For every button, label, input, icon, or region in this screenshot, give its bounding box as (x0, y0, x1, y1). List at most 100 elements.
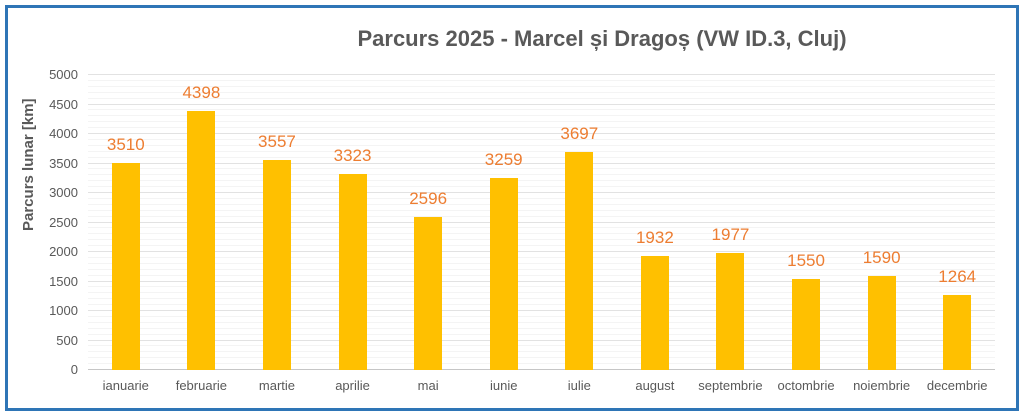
minor-gridline (88, 180, 995, 182)
minor-gridline (88, 138, 995, 140)
major-gridline (88, 339, 995, 341)
minor-gridline (88, 357, 995, 359)
minor-gridline (88, 274, 995, 276)
minor-gridline (88, 262, 995, 264)
minor-gridline (88, 115, 995, 117)
minor-gridline (88, 197, 995, 199)
x-axis-label: martie (258, 378, 296, 393)
minor-gridline (88, 298, 995, 300)
minor-gridline (88, 144, 995, 146)
major-gridline (88, 280, 995, 282)
bar-martie (262, 160, 291, 370)
y-axis-tick-label: 4000 (49, 126, 78, 141)
minor-gridline (88, 97, 995, 99)
major-gridline (88, 192, 995, 193)
minor-gridline (88, 286, 995, 288)
bar-octombrie (792, 279, 821, 370)
major-gridline (88, 74, 995, 75)
bar-value-label: 1932 (635, 228, 674, 247)
minor-gridline (88, 156, 995, 158)
minor-gridline (88, 304, 995, 306)
minor-gridline (88, 351, 995, 353)
y-axis-tick-label: 2000 (49, 244, 78, 259)
minor-gridline (88, 121, 995, 123)
y-axis-tick-label: 4500 (49, 96, 78, 112)
minor-gridline (88, 85, 995, 87)
bar-value-label: 1977 (711, 225, 750, 244)
bar-value-label: 3697 (560, 124, 599, 143)
major-gridline (88, 103, 995, 105)
minor-gridline (88, 91, 995, 93)
y-axis-tick-label: 3500 (49, 155, 78, 171)
bar-ianuarie (111, 163, 140, 370)
bar-value-label: 1590 (862, 248, 901, 267)
bar-value-label: 3510 (106, 135, 145, 154)
bar-value-label: 3259 (484, 150, 523, 169)
x-axis-label: ianuarie (102, 378, 149, 393)
y-axis-tick-label: 0 (70, 362, 78, 377)
minor-gridline (88, 345, 995, 347)
bar-mai (414, 217, 443, 370)
plot-area: 3510 ianuarie 4398 februarie 3557 martie 3323 a… (88, 74, 995, 393)
bar-value-label: 3323 (333, 146, 372, 165)
bar-value-label: 1264 (938, 267, 977, 286)
bar-value-label: 1550 (787, 251, 825, 270)
minor-gridline (88, 227, 995, 229)
chart-title: Parcurs 2025 - Marcel și Dragoș (VW ID.3… (357, 26, 847, 51)
minor-gridline (88, 186, 995, 188)
major-gridline (88, 251, 995, 252)
x-axis-label: august (635, 378, 675, 393)
bar-iunie (489, 178, 518, 370)
minor-gridline (88, 215, 995, 217)
bar-februarie (187, 111, 216, 370)
minor-gridline (88, 168, 995, 170)
x-axis-label: noiembrie (853, 378, 911, 393)
minor-gridline (88, 268, 995, 270)
x-axis-label: octombrie (777, 378, 835, 393)
minor-gridline (88, 327, 995, 329)
bar-value-label: 3557 (258, 132, 296, 151)
bar-august (640, 256, 669, 370)
bar-noiembrie (867, 276, 896, 370)
x-axis-label: mai (417, 378, 439, 393)
y-axis-tick-label: 1500 (49, 273, 78, 289)
major-gridline (88, 221, 995, 223)
minor-gridline (88, 127, 995, 129)
minor-gridline (88, 292, 995, 294)
bar-iulie (565, 152, 594, 370)
minor-gridline (88, 363, 995, 365)
minor-gridline (88, 239, 995, 241)
y-axis-tick-label: 3000 (49, 185, 78, 200)
y-axis-tick-label: 5000 (49, 67, 78, 82)
minor-gridline (88, 209, 995, 211)
major-gridline (88, 162, 995, 164)
x-axis-label: iunie (489, 378, 518, 393)
x-axis-label: decembrie (926, 378, 988, 393)
minor-gridline (88, 245, 995, 247)
minor-gridline (88, 256, 995, 258)
bar-value-label: 4398 (182, 83, 221, 102)
bar-aprilie (338, 174, 367, 370)
minor-gridline (88, 333, 995, 335)
x-axis-label: iulie (567, 378, 591, 393)
y-axis-tick-label: 2500 (49, 214, 78, 230)
y-axis-tick-label: 500 (56, 332, 78, 348)
x-axis-label: februarie (175, 378, 228, 393)
major-gridline (88, 133, 995, 134)
y-axis-tick-label: 1000 (49, 303, 78, 318)
minor-gridline (88, 150, 995, 152)
minor-gridline (88, 203, 995, 205)
minor-gridline (88, 321, 995, 323)
minor-gridline (88, 109, 995, 111)
x-axis-label: aprilie (335, 378, 370, 393)
x-axis-label: septembrie (698, 378, 763, 393)
minor-gridline (88, 79, 995, 81)
bar-septembrie (716, 253, 745, 370)
minor-gridline (88, 315, 995, 317)
major-gridline (88, 310, 995, 311)
x-axis-line (88, 369, 995, 370)
bar-decembrie (943, 295, 972, 370)
minor-gridline (88, 174, 995, 176)
bar-value-label: 2596 (409, 189, 448, 208)
